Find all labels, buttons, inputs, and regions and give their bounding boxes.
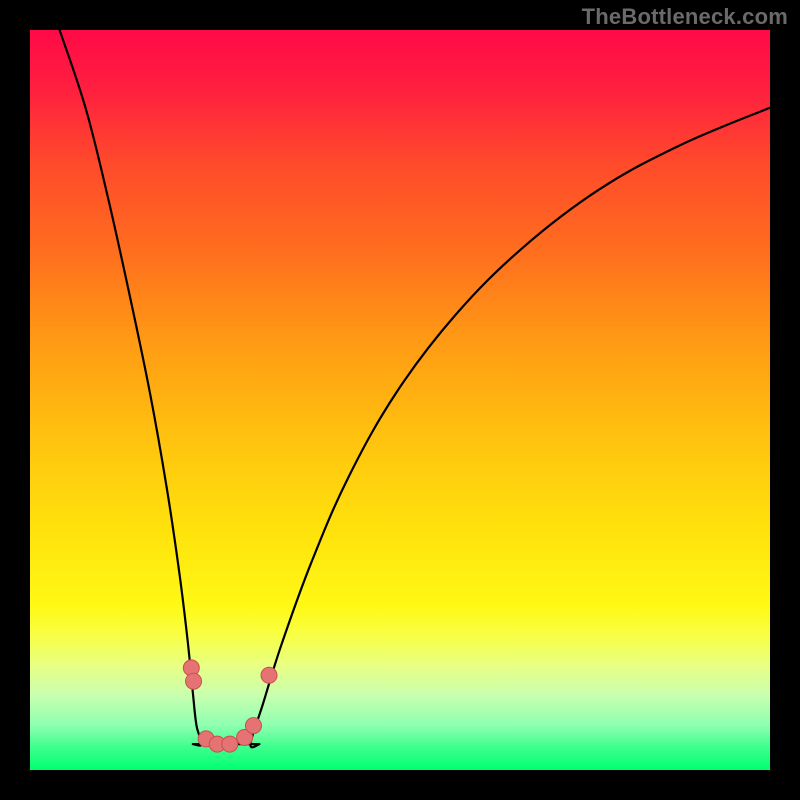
data-marker [186,673,202,689]
data-marker [222,736,238,752]
watermark-text: TheBottleneck.com [582,4,788,30]
data-marker [245,718,261,734]
data-marker [261,667,277,683]
curve-layer [30,30,770,770]
v-curve [60,30,770,747]
plot-area [30,30,770,770]
chart-outer: TheBottleneck.com [0,0,800,800]
